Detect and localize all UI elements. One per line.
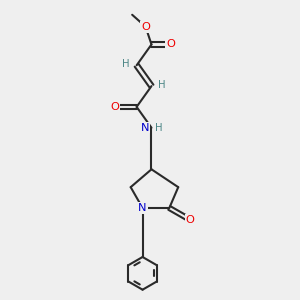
Text: H: H: [122, 59, 130, 69]
Text: H: H: [155, 123, 163, 133]
Text: H: H: [158, 80, 166, 90]
Text: O: O: [141, 22, 150, 32]
Text: N: N: [141, 123, 149, 133]
Text: O: O: [167, 40, 175, 50]
Text: N: N: [138, 203, 147, 213]
Text: O: O: [186, 215, 195, 225]
Text: O: O: [110, 102, 119, 112]
